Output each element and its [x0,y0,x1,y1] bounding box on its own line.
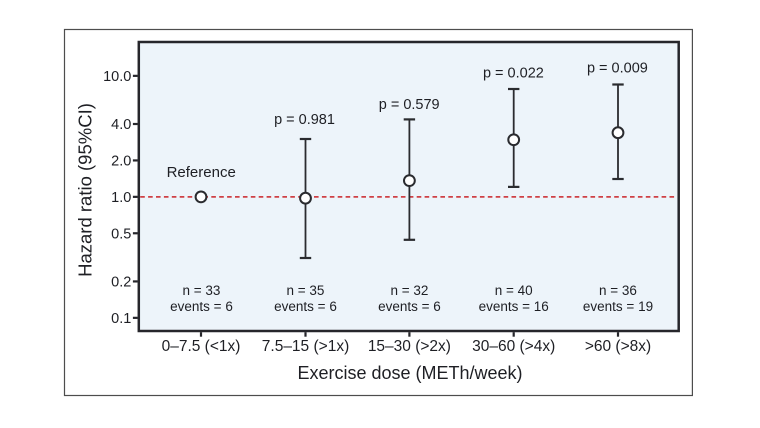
svg-text:events = 6: events = 6 [274,299,337,314]
svg-text:Reference: Reference [167,164,236,181]
svg-text:events = 6: events = 6 [378,299,441,314]
svg-text:events = 16: events = 16 [479,299,549,314]
svg-text:7.5–15 (>1x): 7.5–15 (>1x) [262,338,349,355]
svg-text:10.0: 10.0 [103,69,131,85]
svg-text:p = 0.579: p = 0.579 [379,97,440,113]
svg-text:15–30 (>2x): 15–30 (>2x) [368,338,451,355]
svg-text:0.2: 0.2 [111,275,131,291]
svg-text:1.0: 1.0 [111,190,131,206]
svg-text:Exercise dose (METh/week): Exercise dose (METh/week) [297,363,522,383]
svg-text:2.0: 2.0 [111,154,131,170]
svg-text:0.1: 0.1 [111,311,131,327]
svg-text:0.5: 0.5 [111,226,131,242]
svg-text:n = 32: n = 32 [390,283,428,298]
svg-text:Hazard ratio (95%CI): Hazard ratio (95%CI) [74,103,95,277]
svg-text:>60 (>8x): >60 (>8x) [585,338,651,355]
svg-text:p = 0.981: p = 0.981 [274,112,335,128]
svg-text:p = 0.009: p = 0.009 [587,60,648,76]
svg-text:30–60 (>4x): 30–60 (>4x) [472,338,555,355]
svg-text:0–7.5 (<1x): 0–7.5 (<1x) [162,338,241,355]
svg-text:n = 35: n = 35 [287,283,325,298]
svg-text:n = 36: n = 36 [599,283,637,298]
svg-text:4.0: 4.0 [111,117,131,133]
svg-text:n = 40: n = 40 [495,283,533,298]
svg-text:p = 0.022: p = 0.022 [483,66,544,82]
svg-text:events = 19: events = 19 [583,299,653,314]
svg-text:events = 6: events = 6 [170,299,233,314]
svg-text:n = 33: n = 33 [183,283,221,298]
